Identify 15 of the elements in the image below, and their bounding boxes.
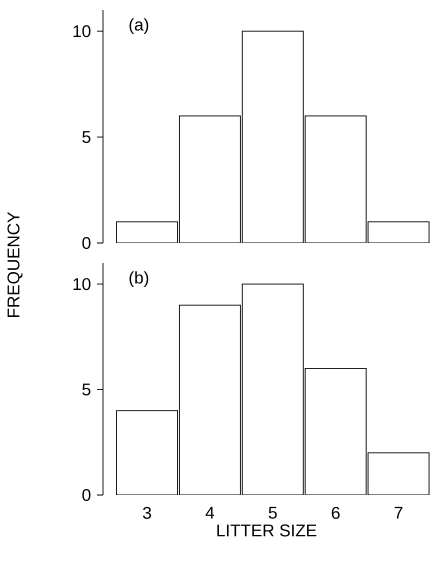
annotation: (a) [130,18,148,34]
y-tick-label: 5 [82,131,90,144]
annotation: (b) [130,271,148,288]
x-tick-label: 5 [268,506,277,519]
x-axis-title: LITTER SIZE [217,524,316,536]
y-axis-title: FREQUENCY [7,212,23,317]
x-tick-label: 3 [142,506,151,519]
y-tick-label: 0 [82,488,90,502]
x-tick-label: 6 [332,506,340,519]
y-tick-label: 10 [74,278,90,290]
y-tick-label: 0 [82,236,90,250]
y-tick-label: 10 [74,25,90,38]
x-tick-label: 4 [206,506,214,519]
x-tick-label: 7 [394,506,402,519]
y-tick-label: 5 [82,384,90,396]
